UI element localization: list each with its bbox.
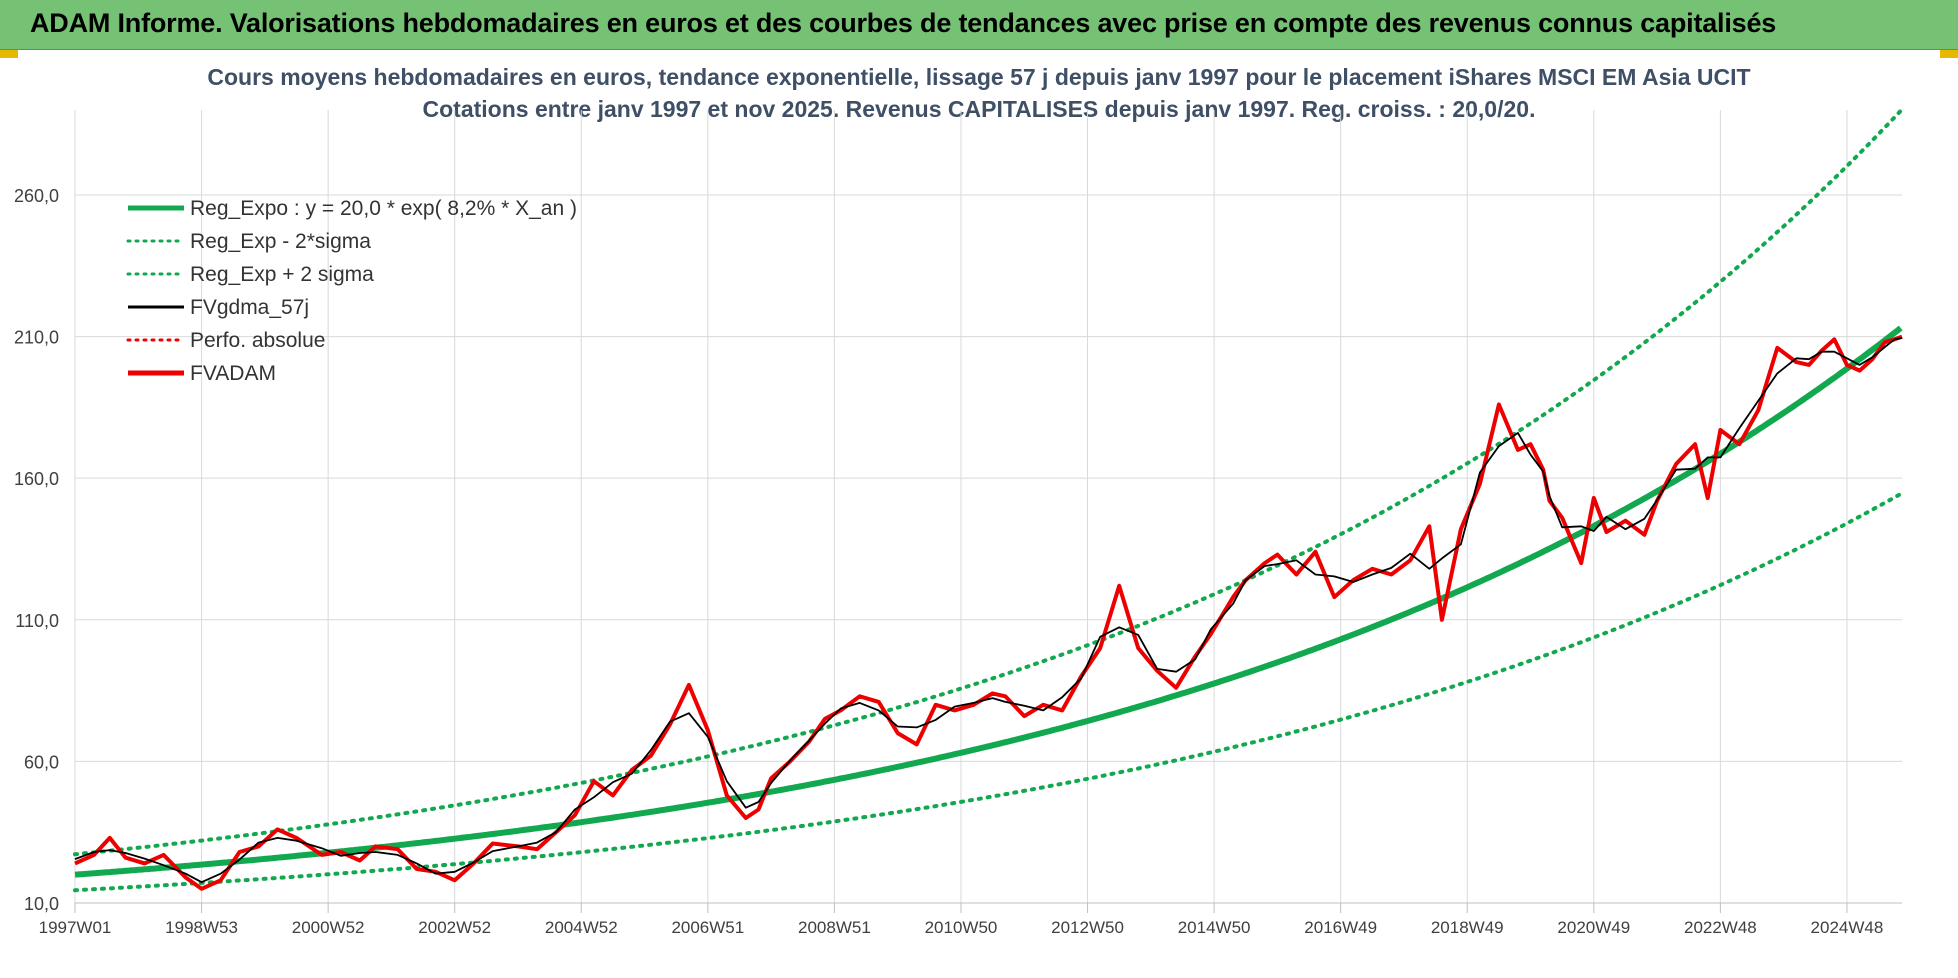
chart-area: Cours moyens hebdomadaires en euros, ten… [0,50,1958,978]
report-title: ADAM Informe. Valorisations hebdomadaire… [30,8,1777,38]
x-tick-label: 2008W51 [798,918,871,937]
series-line-fvgdma-57j [74,337,1903,884]
y-tick-label: 160,0 [14,469,59,489]
x-tick-label: 2022W48 [1684,918,1757,937]
report-header: ADAM Informe. Valorisations hebdomadaire… [0,0,1958,50]
y-tick-label: 60,0 [24,752,59,772]
x-tick-label: 2024W48 [1811,918,1884,937]
legend-label: FVADAM [190,362,276,385]
x-tick-label: 2000W52 [292,918,365,937]
x-tick-label: 2018W49 [1431,918,1504,937]
x-tick-label: 2010W50 [925,918,998,937]
x-tick-label: 1998W53 [165,918,238,937]
y-tick-label: 10,0 [24,894,59,914]
legend-label: Perfo. absolue [190,329,325,352]
legend-label: Reg_Expo : y = 20,0 * exp( 8,2% * X_an ) [190,197,577,220]
legend-label: FVgdma_57j [190,296,309,319]
x-tick-label: 2002W52 [418,918,491,937]
corner-marker [0,50,18,58]
x-tick-label: 2014W50 [1178,918,1251,937]
x-tick-label: 2016W49 [1304,918,1377,937]
series-line-reg-expo [74,325,1903,878]
y-tick-label: 260,0 [14,186,59,206]
x-tick-label: 2020W49 [1557,918,1630,937]
y-tick-label: 110,0 [15,611,59,631]
corner-marker [1940,50,1958,58]
chart-subtitle: Cotations entre janv 1997 et nov 2025. R… [422,96,1536,122]
x-tick-label: 2012W50 [1051,918,1124,937]
series-line-reg-exp-minus-2-sigma [73,491,1903,893]
x-tick-label: 1997W01 [39,918,112,937]
series-line-reg-exp-plus-2-sigma [73,108,1903,857]
x-tick-label: 2006W51 [671,918,744,937]
chart-title: Cours moyens hebdomadaires en euros, ten… [207,64,1751,90]
series-line-fvadam [74,334,1903,891]
line-chart: 10,0 60,0 110,0 160,0 210,0 260,0 1997W01 1998W… [14,108,1903,937]
legend-label: Reg_Exp + 2 sigma [190,263,374,286]
y-tick-label: 210,0 [14,328,59,348]
legend-label: Reg_Exp - 2*sigma [190,230,371,253]
x-tick-label: 2004W52 [545,918,618,937]
